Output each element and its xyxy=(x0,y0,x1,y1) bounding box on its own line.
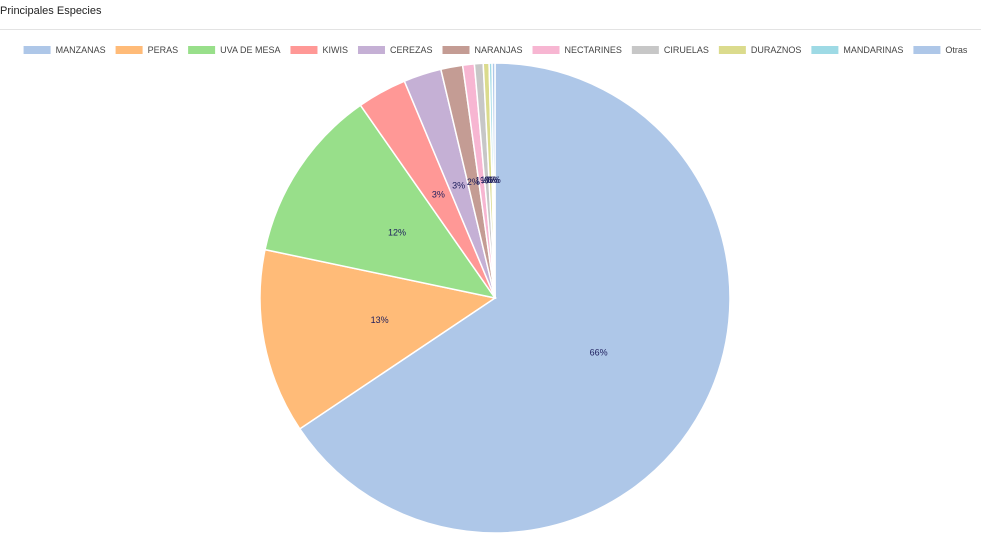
pie-slice xyxy=(264,104,497,300)
legend-swatch xyxy=(442,46,470,54)
legend-label: KIWIS xyxy=(322,45,348,55)
legend-swatch xyxy=(188,46,216,54)
pie-slice xyxy=(491,62,496,299)
legend-label: Otras xyxy=(945,45,968,55)
legend-label: DURAZNOS xyxy=(751,45,802,55)
legend-label: NARANJAS xyxy=(475,45,523,55)
legend-label: NECTARINES xyxy=(565,45,622,55)
legend-swatch xyxy=(290,46,318,54)
slice-label: 0% xyxy=(486,175,499,185)
legend-swatch xyxy=(357,46,385,54)
slice-label: 1% xyxy=(480,175,493,185)
pie-slice xyxy=(259,248,497,430)
slice-label: 3% xyxy=(432,189,445,199)
legend-swatch xyxy=(631,46,659,54)
legend-label: UVA DE MESA xyxy=(220,45,280,55)
legend-swatch xyxy=(718,46,746,54)
slice-label: 3% xyxy=(452,181,465,191)
chart-title: Principales Especies xyxy=(0,5,102,17)
legend: MANZANAS PERAS UVA DE MESA KIWIS CEREZAS NARA… xyxy=(23,45,968,55)
slice-label: 0% xyxy=(488,175,501,185)
legend-swatch xyxy=(811,46,839,54)
slice-label: 66% xyxy=(590,348,608,358)
slice-label: 12% xyxy=(388,228,406,238)
legend-swatch xyxy=(115,46,143,54)
legend-label: MANDARINAS xyxy=(843,45,903,55)
legend-swatch xyxy=(913,46,941,54)
legend-label: PERAS xyxy=(148,45,179,55)
slice-label: 13% xyxy=(371,315,389,325)
slice-label: 0% xyxy=(484,175,497,185)
legend-label: MANZANAS xyxy=(56,45,106,55)
pie-slice xyxy=(298,62,731,534)
slice-label: 2% xyxy=(467,177,480,187)
legend-label: CIRUELAS xyxy=(664,45,709,55)
legend-swatch xyxy=(23,46,51,54)
legend-swatch xyxy=(532,46,560,54)
slice-label: 1% xyxy=(475,176,488,186)
legend-label: CEREZAS xyxy=(390,45,433,55)
